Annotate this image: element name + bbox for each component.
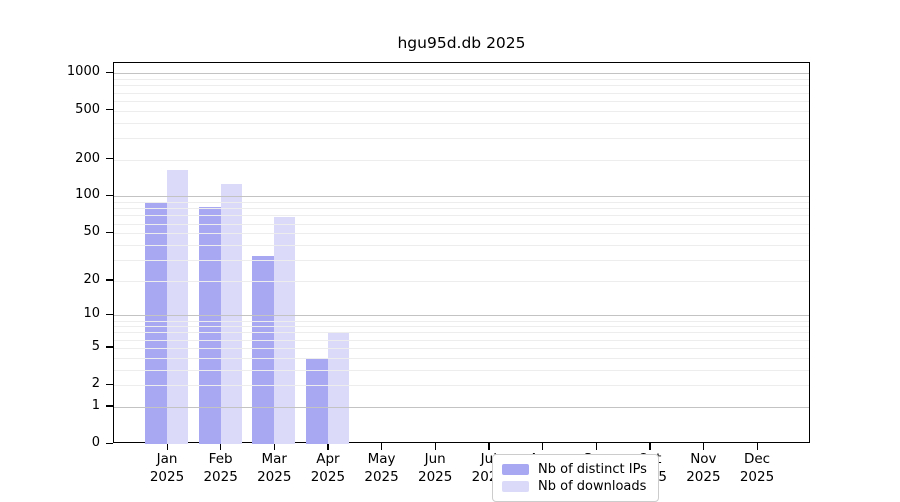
bar-distinct-ips-apr bbox=[305, 357, 328, 444]
x-axis-tick bbox=[595, 443, 597, 450]
y-axis-tick bbox=[106, 109, 113, 111]
x-axis-tick bbox=[756, 443, 758, 450]
y-axis-tick-label: 200 bbox=[75, 150, 100, 166]
x-axis-tick bbox=[434, 443, 436, 450]
y-axis-tick bbox=[106, 346, 113, 348]
x-axis-tick-label-dec: Dec 2025 bbox=[739, 451, 775, 485]
x-axis-tick bbox=[327, 443, 329, 450]
y-axis-tick-label: 2 bbox=[91, 376, 100, 392]
x-axis-tick-label-nov: Nov 2025 bbox=[686, 451, 721, 485]
legend-swatch-downloads bbox=[502, 481, 529, 492]
y-axis-tick bbox=[106, 313, 113, 316]
y-axis-tick bbox=[106, 231, 113, 233]
legend-label-distinct-ips: Nb of distinct IPs bbox=[538, 462, 647, 477]
bars-layer bbox=[114, 63, 809, 444]
x-axis-tick bbox=[381, 443, 383, 450]
y-axis-tick-label: 20 bbox=[83, 271, 100, 287]
bar-downloads-apr bbox=[327, 332, 349, 444]
x-axis-tick-label-feb: Feb 2025 bbox=[203, 451, 238, 485]
x-axis-tick bbox=[220, 443, 222, 450]
y-axis-tick-label: 500 bbox=[75, 101, 100, 117]
x-axis-tick-label-jun: Jun 2025 bbox=[418, 451, 453, 485]
y-axis-tick-label: 50 bbox=[83, 224, 100, 240]
y-axis-tick-label: 1 bbox=[91, 397, 100, 413]
y-axis-tick-label: 0 bbox=[91, 435, 100, 450]
x-axis-tick-label-jan: Jan 2025 bbox=[149, 451, 185, 485]
y-axis-tick bbox=[106, 279, 113, 281]
x-axis-tick bbox=[488, 443, 490, 450]
legend-label-downloads: Nb of downloads bbox=[538, 479, 647, 494]
legend: Nb of distinct IPs Nb of downloads bbox=[492, 454, 659, 502]
legend-entry-distinct-ips: Nb of distinct IPs bbox=[502, 462, 649, 477]
y-axis-tick-label: 1000 bbox=[66, 64, 100, 80]
x-axis-tick-label-mar: Mar 2025 bbox=[257, 451, 292, 485]
y-axis-tick-label: 5 bbox=[91, 338, 100, 354]
legend-swatch-distinct-ips bbox=[502, 464, 529, 475]
bar-distinct-ips-mar bbox=[252, 256, 275, 444]
plot-area: Nb of distinct IPs Nb of downloads bbox=[113, 62, 810, 502]
y-axis-tick bbox=[106, 405, 113, 407]
bar-distinct-ips-feb bbox=[198, 206, 221, 444]
x-axis-tick bbox=[273, 443, 276, 450]
bar-downloads-mar bbox=[274, 216, 296, 444]
x-axis-tick-label-may: May 2025 bbox=[364, 451, 399, 485]
x-axis-tick bbox=[166, 443, 168, 450]
y-axis-tick bbox=[106, 158, 113, 160]
y-axis-tick-label: 10 bbox=[83, 306, 100, 322]
y-axis-tick bbox=[106, 442, 113, 444]
x-axis-tick bbox=[541, 443, 544, 450]
bar-distinct-ips-jan bbox=[145, 203, 167, 444]
x-axis-tick bbox=[649, 443, 651, 450]
x-axis-tick-label-apr: Apr 2025 bbox=[310, 451, 346, 485]
x-axis-tick bbox=[702, 443, 705, 450]
bar-downloads-jan bbox=[167, 169, 188, 444]
y-axis-tick-label: 100 bbox=[75, 187, 100, 203]
bar-downloads-feb bbox=[220, 183, 242, 444]
y-axis-tick bbox=[106, 71, 113, 74]
chart-title: hgu95d.db 2025 bbox=[397, 34, 526, 52]
y-axis-tick bbox=[106, 194, 113, 197]
y-axis-tick bbox=[106, 383, 113, 385]
legend-entry-downloads: Nb of downloads bbox=[502, 479, 649, 494]
